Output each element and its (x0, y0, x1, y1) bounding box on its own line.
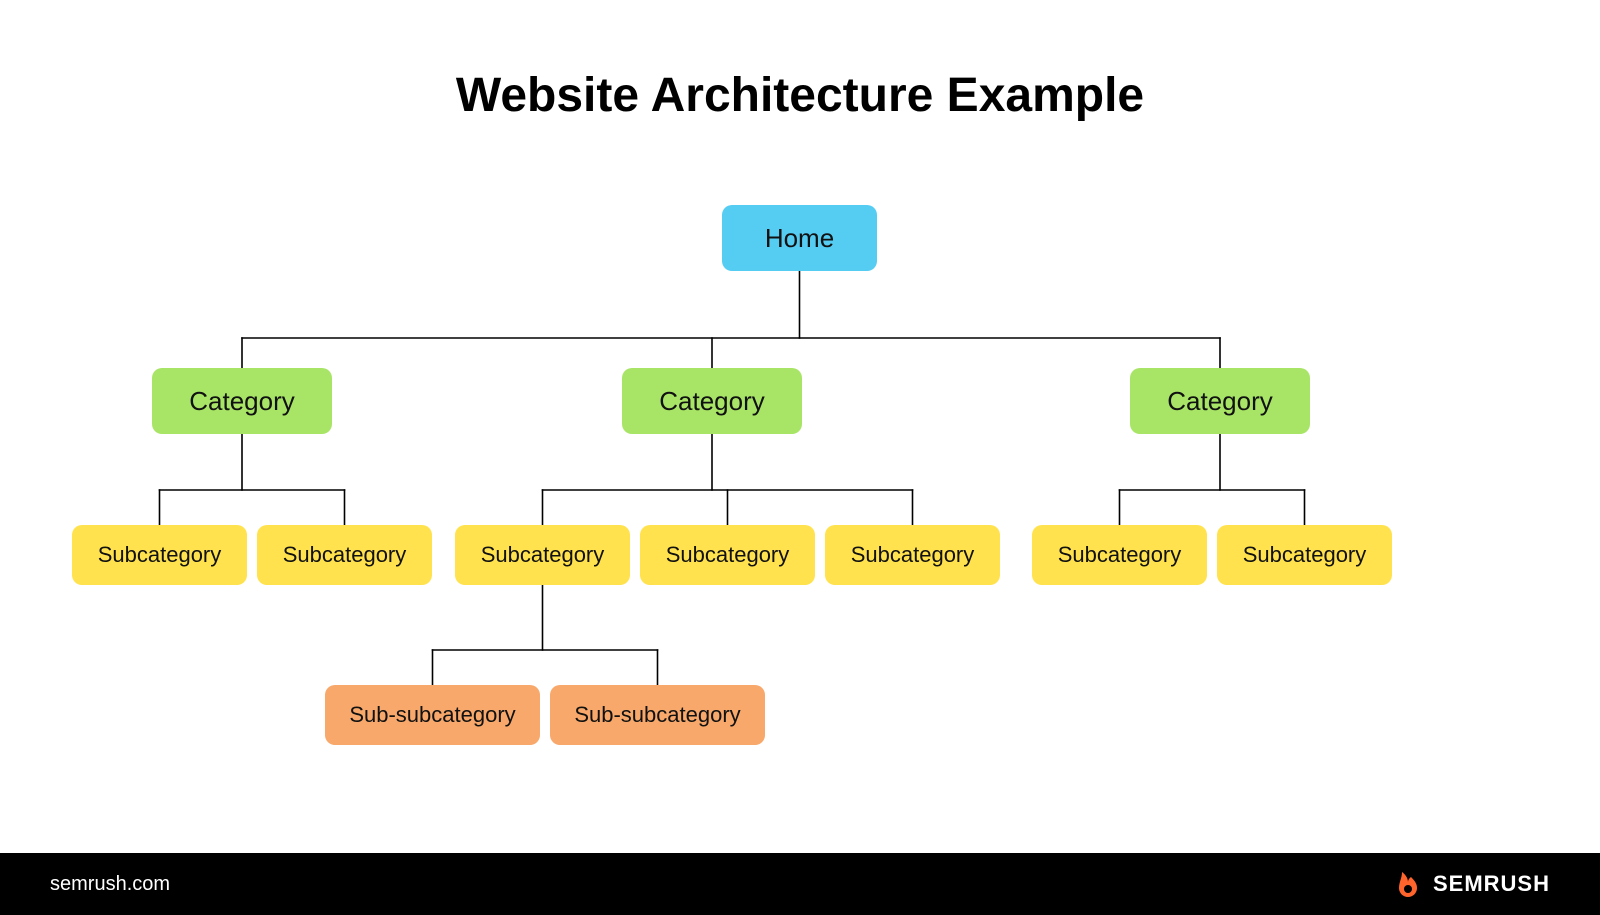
brand-fire-icon (1393, 869, 1423, 899)
tree-node-label: Category (189, 386, 295, 417)
tree-node-label: Subcategory (1243, 542, 1367, 568)
tree-node-sub2c: Subcategory (825, 525, 1000, 585)
tree-node-ss1: Sub-subcategory (325, 685, 540, 745)
tree-node-cat2: Category (622, 368, 802, 434)
connector-lines (0, 0, 1600, 915)
tree-node-sub3b: Subcategory (1217, 525, 1392, 585)
tree-node-label: Sub-subcategory (349, 702, 515, 728)
page-footer: semrush.com SEMRUSH (0, 853, 1600, 915)
tree-node-sub2b: Subcategory (640, 525, 815, 585)
tree-node-label: Sub-subcategory (574, 702, 740, 728)
tree-node-ss2: Sub-subcategory (550, 685, 765, 745)
tree-node-sub3a: Subcategory (1032, 525, 1207, 585)
page-title: Website Architecture Example (0, 68, 1600, 123)
tree-node-sub1a: Subcategory (72, 525, 247, 585)
tree-node-label: Category (1167, 386, 1273, 417)
tree-node-label: Subcategory (1058, 542, 1182, 568)
tree-node-label: Subcategory (666, 542, 790, 568)
tree-node-label: Subcategory (851, 542, 975, 568)
tree-node-sub1b: Subcategory (257, 525, 432, 585)
diagram-canvas: Website Architecture Example semrush.com… (0, 0, 1600, 915)
tree-node-sub2a: Subcategory (455, 525, 630, 585)
tree-node-home: Home (722, 205, 877, 271)
footer-site-label: semrush.com (50, 873, 170, 896)
tree-node-label: Subcategory (98, 542, 222, 568)
tree-node-label: Home (765, 223, 834, 254)
footer-brand: SEMRUSH (1393, 869, 1550, 899)
tree-node-label: Subcategory (481, 542, 605, 568)
tree-node-label: Category (659, 386, 765, 417)
tree-node-cat3: Category (1130, 368, 1310, 434)
tree-node-label: Subcategory (283, 542, 407, 568)
tree-node-cat1: Category (152, 368, 332, 434)
brand-text: SEMRUSH (1433, 871, 1550, 897)
